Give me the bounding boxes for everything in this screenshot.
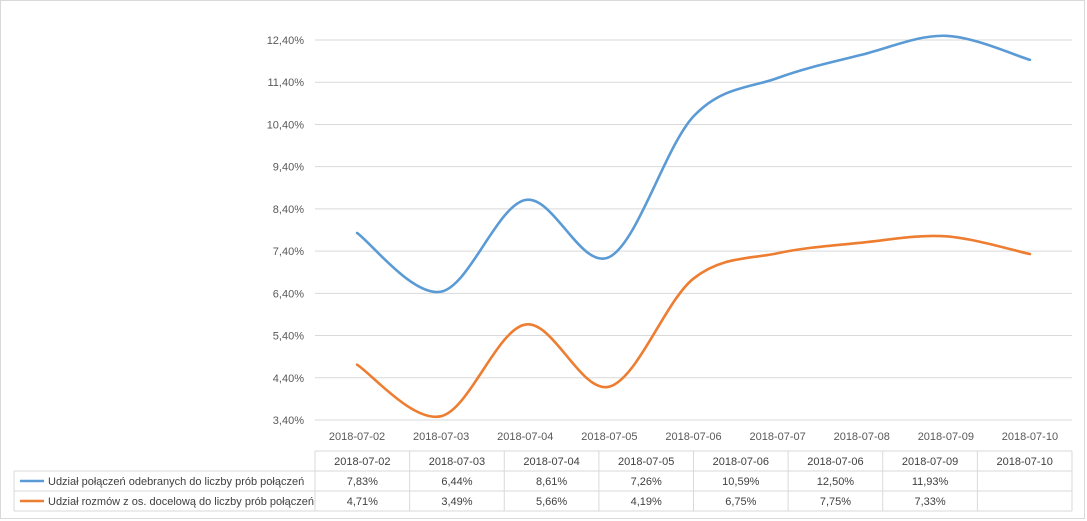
y-tick-label: 4,40% — [273, 373, 304, 385]
table-cell: 7,75% — [820, 496, 851, 508]
y-tick-label: 11,40% — [268, 77, 305, 89]
x-tick-label: 2018-07-04 — [497, 431, 553, 443]
table-cell: 7,33% — [914, 496, 945, 508]
x-tick-label: 2018-07-09 — [918, 431, 974, 443]
legend-label-2: Udział rozmów z os. docelową do liczby p… — [48, 496, 314, 508]
y-tick-label: 9,40% — [273, 162, 304, 174]
table-cell: 12,50% — [817, 476, 855, 488]
y-tick-label: 8,40% — [273, 204, 304, 216]
x-tick-label: 2018-07-10 — [1002, 431, 1058, 443]
table-cell: 11,93% — [912, 476, 949, 488]
series-line-2 — [355, 234, 1032, 418]
table-cell: 3,49% — [441, 496, 472, 508]
table-header-cell: 2018-07-06 — [713, 456, 769, 468]
table-header-cell: 2018-07-10 — [997, 456, 1053, 468]
y-tick-label: 6,40% — [273, 288, 304, 300]
table-cell: 4,71% — [347, 496, 378, 508]
x-tick-label: 2018-07-03 — [413, 431, 469, 443]
table-cell: 6,44% — [441, 476, 472, 488]
table-cell: 4,19% — [631, 496, 662, 508]
table-header-cell: 2018-07-02 — [334, 456, 390, 468]
x-tick-label: 2018-07-08 — [834, 431, 890, 443]
table-header-cell: 2018-07-03 — [429, 456, 485, 468]
x-tick-label: 2018-07-02 — [329, 431, 385, 443]
table-cell: 7,26% — [631, 476, 662, 488]
table-header-cell: 2018-07-06 — [807, 456, 863, 468]
series-line-1 — [355, 34, 1032, 294]
y-tick-label: 5,40% — [273, 331, 304, 343]
y-tick-label: 12,40% — [267, 35, 305, 47]
table-header-cell: 2018-07-09 — [902, 456, 958, 468]
y-tick-label: 3,40% — [273, 415, 304, 427]
x-tick-label: 2018-07-05 — [581, 431, 637, 443]
x-tick-label: 2018-07-06 — [665, 431, 721, 443]
table-header-cell: 2018-07-04 — [523, 456, 579, 468]
table-cell: 7,83% — [347, 476, 378, 488]
legend-label-1: Udział połączeń odebranych do liczby pró… — [48, 476, 304, 488]
x-tick-label: 2018-07-07 — [749, 431, 805, 443]
table-header-cell: 2018-07-05 — [618, 456, 674, 468]
table-cell: 5,66% — [536, 496, 567, 508]
table-cell: 6,75% — [725, 496, 756, 508]
table-cell: 10,59% — [722, 476, 760, 488]
y-tick-label: 10,40% — [267, 119, 305, 131]
table-cell: 8,61% — [536, 476, 567, 488]
y-tick-label: 7,40% — [273, 246, 304, 258]
